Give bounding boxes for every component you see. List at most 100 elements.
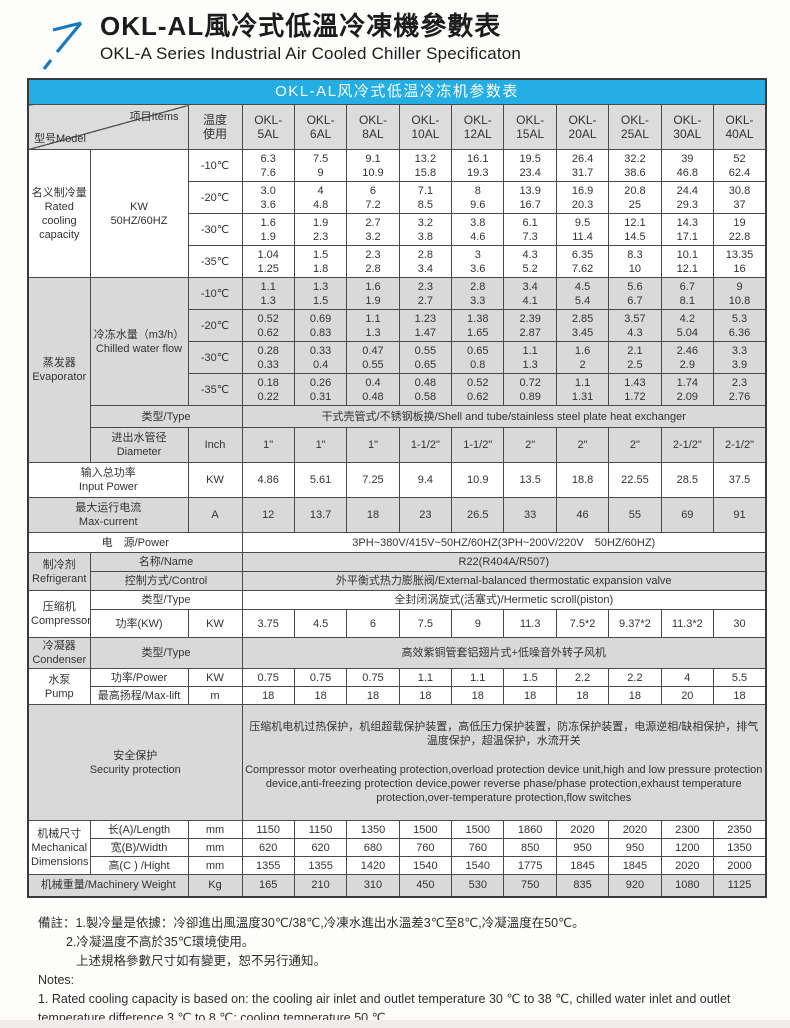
value-cell: 5.61 [293, 462, 348, 498]
value-cell: 46 [555, 497, 610, 533]
value-cell: 16.9 20.3 [555, 181, 610, 214]
condenser-type-value: 高效紫铜管套铝翅片式+低噪音外转子风机 [241, 637, 767, 669]
model-header-label: 型号Model [34, 133, 86, 145]
refrigerant-control-label: 控制方式/Control [89, 571, 243, 591]
value-cell: 1" [346, 427, 400, 463]
value-cell: 7.5 9 [293, 149, 348, 182]
table-row-rated-minus30: -30℃ 1.6 1.9 1.9 2.3 2.7 3.2 3.2 3.8 3.8 4.6… [28, 213, 767, 246]
section-label-compressor: 压缩机 Compressor [27, 590, 91, 638]
value-cell: 1150 [241, 820, 295, 839]
page-title: OKL-AL風冷式低溫冷凍機參數表 [100, 11, 502, 41]
value-cell: OKL- 30AL [660, 104, 715, 150]
value-cell: 0.52 0.62 [241, 309, 295, 342]
note-zh-3: 上述規格參數尺寸如有變更，恕不另行通知。 [76, 953, 327, 968]
width-label: 宽(B)/Width [89, 838, 189, 857]
value-cell: 12 [241, 497, 295, 533]
evap-type-value: 干式壳管式/不锈钢板换/Shell and tube/stainless ste… [241, 405, 767, 428]
refrigerant-name-value: R22(R404A/R507) [241, 552, 767, 572]
security-value-zh: 压缩机电机过热保护，机组超载保护装置，高低压力保护装置，防冻保护装置，电源逆相/… [249, 721, 759, 747]
value-cell: 2020 [555, 820, 610, 839]
page-subtitle: OKL-A Series Industrial Air Cooled Chill… [100, 43, 522, 63]
table-row-width: 宽(B)/Width mm 620 620 680 760 760 850 950 950 12… [28, 838, 767, 857]
value-cell: 18 [293, 686, 348, 705]
diameter-unit: Inch [187, 427, 243, 463]
max-current-unit: A [187, 497, 243, 533]
value-cell: 6.3 7.6 [241, 149, 295, 182]
page-header: OKL-AL風冷式低溫冷凍機參數表 OKL-A Series Industria… [0, 0, 790, 70]
value-cell: 7.25 [346, 462, 400, 498]
value-cell: 37.5 [713, 462, 767, 498]
arrow-up-right-icon [42, 21, 83, 70]
value-cell: 3.75 [241, 609, 295, 638]
value-cell: 2-1/2" [713, 427, 767, 463]
value-cell: 24.4 29.3 [660, 181, 715, 214]
value-cell: 2" [503, 427, 557, 463]
pump-power-unit: KW [187, 668, 243, 687]
spec-table: OKL-AL风冷式低温冷冻机参数表 型号Model 项目Items 温度 使用 … [27, 78, 767, 898]
value-cell: 1355 [293, 856, 348, 875]
value-cell: 4.3 5.2 [503, 245, 557, 278]
value-cell: 2.3 2.8 [346, 245, 400, 278]
value-cell: OKL- 40AL [713, 104, 767, 150]
temp-label: -30℃ [187, 341, 243, 374]
value-cell: 1540 [451, 856, 505, 875]
value-cell: 950 [555, 838, 610, 857]
value-cell: 1845 [555, 856, 610, 875]
note-zh-2: 2.冷凝溫度不高於35℃環境使用。 [66, 934, 255, 949]
value-cell: 2.39 2.87 [503, 309, 557, 342]
value-cell: 6.1 7.3 [503, 213, 557, 246]
section-label-condenser: 冷凝器 Condenser [27, 637, 91, 669]
value-cell: 4.2 5.04 [660, 309, 715, 342]
pump-power-label: 功率/Power [89, 668, 189, 687]
value-cell: OKL- 15AL [503, 104, 557, 150]
value-cell: 2020 [608, 820, 662, 839]
table-row-rated-minus20: -20℃ 3.0 3.6 4 4.8 6 7.2 7.1 8.5 8 9.6 13.9 1… [28, 181, 767, 214]
table-row-pump-lift: 最高扬程/Max-lift m 18 18 18 18 18 18 18 18 20 18 [28, 686, 767, 705]
compressor-type-value: 全封闭涡旋式(活塞式)/Hermetic scroll(piston) [241, 590, 767, 610]
value-cell: 0.72 0.89 [503, 373, 557, 406]
value-cell: 2" [555, 427, 610, 463]
value-cell: 165 [241, 874, 295, 897]
section-label-rated-cooling: 名义制冷量 Rated cooling capacity [27, 149, 91, 278]
table-row-pump-power: 水泵 Pump 功率/Power KW 0.75 0.75 0.75 1.1 1.1 1.… [27, 668, 767, 705]
value-cell: 4.5 5.4 [555, 277, 610, 310]
spec-table-container: OKL-AL风冷式低温冷冻机参数表 型号Model 项目Items 温度 使用 … [27, 78, 790, 898]
value-cell: 23 [398, 497, 453, 533]
value-cell: 950 [608, 838, 662, 857]
value-cell: 750 [503, 874, 557, 897]
length-label: 长(A)/Length [89, 820, 189, 839]
value-cell: 91 [713, 497, 767, 533]
input-power-unit: KW [187, 462, 243, 498]
value-cell: 12.1 14.5 [608, 213, 662, 246]
value-cell: 1.6 1.9 [346, 277, 400, 310]
value-cell: 0.55 0.65 [398, 341, 453, 374]
table-title-row: OKL-AL风冷式低温冷冻机参数表 [27, 78, 767, 105]
value-cell: 9.5 11.4 [555, 213, 610, 246]
value-cell: 1-1/2" [398, 427, 453, 463]
value-cell: 18 [555, 686, 610, 705]
temperature-header: 温度 使用 [187, 104, 243, 150]
value-cell: 7.5 [398, 609, 453, 638]
input-power-label: 输入总功率 Input Power [27, 462, 189, 498]
value-cell: 3.2 3.8 [398, 213, 453, 246]
evap-type-label: 类型/Type [89, 405, 243, 428]
value-cell: 39 46.8 [660, 149, 715, 182]
value-cell: 1.1 1.3 [346, 309, 400, 342]
temp-label: -10℃ [187, 149, 243, 182]
value-cell: 13.9 16.7 [503, 181, 557, 214]
value-cell: 1-1/2" [451, 427, 505, 463]
value-cell: 1350 [713, 838, 767, 857]
value-cell: 7.1 8.5 [398, 181, 453, 214]
value-cell: 0.4 0.48 [346, 373, 400, 406]
value-cell: 3.0 3.6 [241, 181, 295, 214]
value-cell: 1420 [346, 856, 400, 875]
value-cell: 1.04 1.25 [241, 245, 295, 278]
table-row-condenser: 冷凝器 Condenser 类型/Type 高效紫铜管套铝翅片式+低噪音外转子风… [27, 637, 767, 669]
value-cell: 1125 [713, 874, 767, 897]
value-cell: 2350 [713, 820, 767, 839]
value-cell: 13.35 16 [713, 245, 767, 278]
value-cell: 530 [451, 874, 505, 897]
table-row-weight: 机械重量/Machinery Weight Kg 165 210 310 450 530… [27, 874, 767, 897]
temp-label: -35℃ [187, 373, 243, 406]
value-cell: 1.74 2.09 [660, 373, 715, 406]
